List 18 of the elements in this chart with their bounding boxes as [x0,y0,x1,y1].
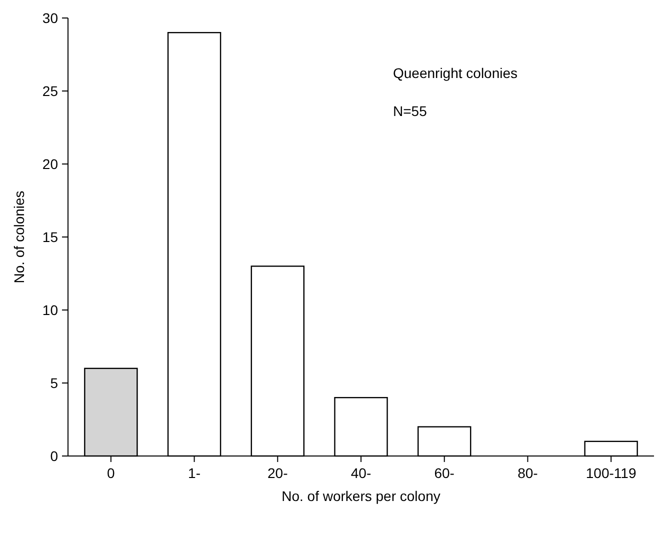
x-axis-title: No. of workers per colony [282,488,440,504]
x-tick-label: 1- [188,465,201,481]
y-axis-title: No. of colonies [11,190,27,284]
y-tick-label: 30 [42,10,58,26]
y-tick-label: 5 [50,374,58,391]
x-tick-label: 100-119 [586,465,636,481]
annotation: N=55 [393,103,428,119]
x-tick-label: 0 [107,465,116,481]
x-tick-label: 20- [268,465,288,481]
x-tick-label: 80- [518,465,538,481]
y-tick-label: 25 [42,82,58,99]
y-tick-label: 0 [50,448,58,464]
y-tick-label: 15 [42,228,58,245]
y-tick-label: 10 [42,302,58,318]
x-tick-label: 40- [350,465,372,481]
annotation: Queenright colonies [393,65,518,81]
x-tick-label: 60- [434,465,455,481]
y-tick-label: 20 [42,156,58,172]
